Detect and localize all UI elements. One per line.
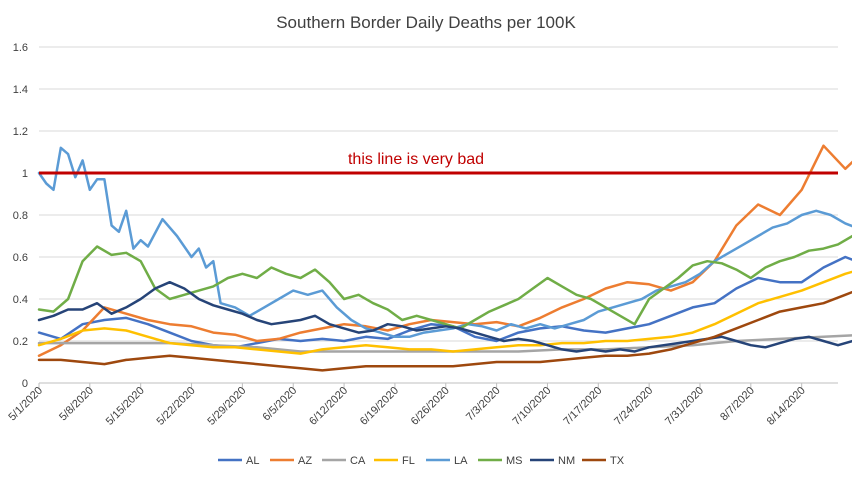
series-line-az xyxy=(37,144,852,357)
legend-label: NM xyxy=(558,455,575,467)
chart-title: Southern Border Daily Deaths per 100K xyxy=(276,13,576,32)
y-tick-label: 0.2 xyxy=(13,336,28,348)
legend-item-al[interactable]: AL xyxy=(218,455,259,467)
series-line-ms xyxy=(37,234,852,330)
y-axis-ticks: 0 0.2 0.4 0.6 0.8 1 1.2 1.4 1.6 xyxy=(13,42,28,390)
y-tick-label: 1.6 xyxy=(13,42,28,54)
legend-item-nm[interactable]: NM xyxy=(530,455,575,467)
legend-item-az[interactable]: AZ xyxy=(270,455,312,467)
legend-label: FL xyxy=(402,455,415,467)
y-tick-label: 1.4 xyxy=(13,84,28,96)
legend-item-ms[interactable]: MS xyxy=(478,455,523,467)
series-line-la xyxy=(37,146,852,339)
legend-label: AL xyxy=(246,455,259,467)
series-line-fl xyxy=(37,270,852,355)
y-tick-label: 1.2 xyxy=(13,126,28,138)
legend-item-ca[interactable]: CA xyxy=(322,455,366,467)
legend-item-la[interactable]: LA xyxy=(426,455,468,467)
y-tick-label: 0.8 xyxy=(13,210,28,222)
series-line-tx xyxy=(37,290,852,372)
reference-line-label: this line is very bad xyxy=(348,151,484,168)
legend-label: CA xyxy=(350,455,366,467)
y-tick-label: 1 xyxy=(22,168,28,180)
legend-label: AZ xyxy=(298,455,312,467)
legend[interactable]: AL AZ CA FL LA MS NM TX xyxy=(218,455,625,467)
series-lines xyxy=(37,144,852,372)
legend-label: TX xyxy=(610,455,625,467)
legend-item-tx[interactable]: TX xyxy=(582,455,625,467)
series-line-nm xyxy=(37,280,852,353)
reference-line-group: this line is very bad xyxy=(39,151,838,175)
legend-label: MS xyxy=(506,455,523,467)
legend-item-fl[interactable]: FL xyxy=(374,455,415,467)
y-tick-label: 0.6 xyxy=(13,252,28,264)
y-tick-label: 0 xyxy=(22,378,28,390)
legend-label: LA xyxy=(454,455,468,467)
y-tick-label: 0.4 xyxy=(13,294,28,306)
